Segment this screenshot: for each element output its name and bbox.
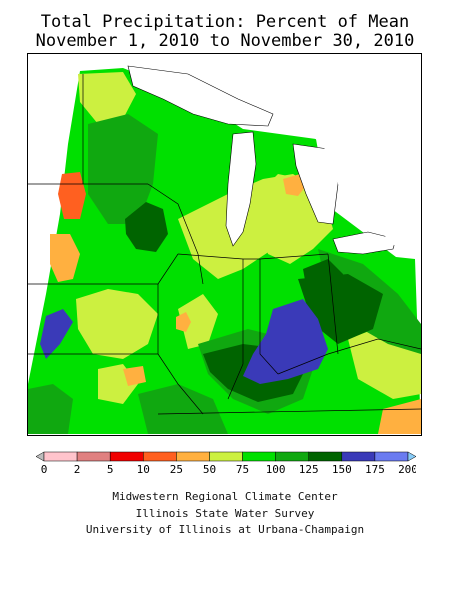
map-title-line-2: November 1, 2010 to November 30, 2010 [35, 31, 415, 51]
legend-label: 175 [365, 463, 385, 476]
lime-area-south-center [178, 294, 218, 349]
credit-line-1: Midwestern Regional Climate Center [112, 490, 338, 503]
legend-label: 5 [107, 463, 114, 476]
color-scale-legend: 0 2 5 10 25 50 75 100 125 150 175 200 [36, 451, 416, 476]
legend-swatch [341, 451, 376, 462]
legend-label: 10 [137, 463, 150, 476]
orange-area-michigan [283, 174, 306, 196]
legend-label: 150 [332, 463, 352, 476]
mid-green-area-northwest [88, 114, 158, 224]
lake-superior [127, 65, 274, 127]
mid-green-area-south [138, 384, 228, 434]
legend-label: 25 [170, 463, 183, 476]
legend-label: 200 [398, 463, 416, 476]
orange-area-central [176, 312, 191, 332]
precipitation-map [27, 53, 422, 436]
legend-swatch [275, 451, 309, 462]
legend-swatch [209, 451, 243, 462]
mid-green-area-southwest-corner [28, 384, 73, 434]
lake-michigan [225, 131, 257, 247]
legend-label: 50 [203, 463, 216, 476]
state-borders [28, 74, 421, 415]
blue-area-west [40, 309, 73, 359]
legend-swatch [109, 451, 144, 462]
legend-label: 75 [236, 463, 249, 476]
lime-area-north [78, 72, 136, 124]
credit-line-3: University of Illinois at Urbana-Champai… [85, 523, 365, 536]
orange-area-southeast-corner [378, 399, 421, 434]
legend-label: 2 [74, 463, 81, 476]
legend-swatch [43, 451, 78, 462]
legend-swatch [374, 451, 409, 462]
legend-swatch [308, 451, 343, 462]
lime-area-west [76, 289, 158, 359]
legend-label: 125 [299, 463, 319, 476]
orange-area-west [50, 234, 80, 282]
legend-swatch [176, 451, 210, 462]
legend-swatch [242, 451, 276, 462]
lake-erie [332, 231, 397, 255]
orange-area-south [123, 366, 146, 386]
legend-swatch [76, 451, 111, 462]
legend-label: 0 [41, 463, 48, 476]
map-title-line-1: Total Precipitation: Percent of Mean [40, 12, 410, 32]
legend-swatch-max [407, 451, 416, 462]
credit-line-2: Illinois State Water Survey [135, 507, 315, 520]
legend-swatch-min [36, 451, 45, 462]
dark-green-area-wisconsin [125, 202, 168, 252]
legend-label: 100 [266, 463, 286, 476]
legend-swatch [143, 451, 177, 462]
canada-region [123, 54, 421, 254]
